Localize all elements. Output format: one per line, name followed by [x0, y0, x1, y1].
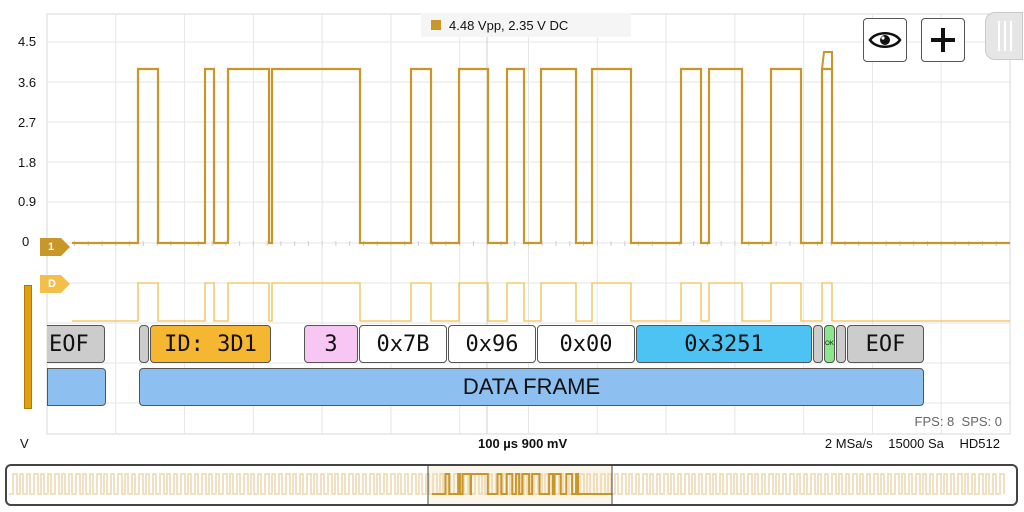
plus-icon: [931, 28, 955, 52]
data-byte-label: 0x00: [559, 331, 613, 357]
data-byte-box[interactable]: 0x96: [448, 325, 536, 363]
analog-trace: [72, 51, 1010, 245]
timebase-readout[interactable]: 100 µs 900 mV: [478, 436, 568, 451]
y-tick-label: 3.6: [18, 75, 37, 90]
id-box[interactable]: ID: 3D1: [150, 325, 271, 363]
digital-trace-line: [72, 282, 1010, 322]
eye-icon: [868, 32, 902, 48]
crc-label: 0x3251: [684, 331, 764, 357]
y-tick-label: 0: [22, 234, 30, 249]
overview-strip[interactable]: [5, 464, 1018, 506]
analog-trace-line: [72, 67, 1010, 245]
handle-line: [998, 21, 1000, 51]
handle-line: [1010, 21, 1012, 51]
add-button[interactable]: [921, 18, 965, 62]
data-byte-box[interactable]: 0x7B: [359, 325, 447, 363]
digital-channel-marker[interactable]: D: [40, 275, 70, 293]
eof-right-box[interactable]: EOF: [847, 325, 924, 363]
data-byte-label: 0x96: [465, 331, 519, 357]
dlc-box[interactable]: 3: [304, 325, 358, 363]
channel-level-bar[interactable]: [24, 285, 32, 409]
measurement-text: 4.48 Vpp, 2.35 V DC: [449, 17, 569, 33]
y-unit-label: V: [20, 436, 29, 451]
sample-rate: 2 MSa/s: [824, 436, 873, 451]
eof-right-label: EOF: [865, 331, 906, 357]
fps-value: FPS: 8: [914, 414, 955, 429]
channel-1-marker[interactable]: 1: [40, 238, 70, 256]
dlc-label: 3: [324, 331, 338, 357]
sample-count: 15000 Sa: [888, 436, 944, 451]
side-panel-handle[interactable]: [985, 12, 1023, 60]
eof-left-label: EOF: [49, 331, 89, 357]
data-byte-label: 0x7B: [376, 331, 430, 357]
sps-value: SPS: 0: [961, 414, 1002, 429]
channel-color-swatch: [431, 20, 441, 30]
ack-box[interactable]: OK: [824, 325, 835, 363]
y-tick-label: 2.7: [18, 115, 37, 130]
overview-active-trace: [432, 473, 612, 495]
digital-trace: [72, 282, 1010, 322]
y-tick-label: 0.9: [18, 194, 37, 209]
id-label: ID: 3D1: [164, 331, 257, 357]
y-tick-label: 1.8: [18, 155, 37, 170]
sof-box[interactable]: [139, 325, 149, 363]
visibility-button[interactable]: [863, 18, 907, 62]
eof-left-box[interactable]: EOF: [47, 325, 105, 363]
ack-spike: [821, 51, 833, 243]
ack-delimiter-box[interactable]: [836, 325, 846, 363]
crc-delimiter-box[interactable]: [813, 325, 823, 363]
data-byte-box[interactable]: 0x00: [537, 325, 635, 363]
data-frame-label: DATA FRAME: [462, 374, 601, 399]
acquisition-readout: 2 MSa/s 15000 Sa HD512: [813, 436, 1000, 451]
overview-waveform: [9, 466, 1005, 504]
acquisition-mode: HD512: [959, 436, 1000, 451]
handle-line: [1004, 21, 1006, 51]
data-frame-bar[interactable]: DATA FRAME: [139, 368, 924, 406]
previous-frame-bar[interactable]: [47, 368, 106, 406]
fps-readout: FPS: 8 SPS: 0: [915, 414, 1002, 429]
measurement-readout[interactable]: 4.48 Vpp, 2.35 V DC: [421, 13, 631, 37]
ack-label: OK: [825, 341, 834, 347]
y-tick-label: 4.5: [18, 34, 37, 49]
crc-box[interactable]: 0x3251: [636, 325, 812, 363]
